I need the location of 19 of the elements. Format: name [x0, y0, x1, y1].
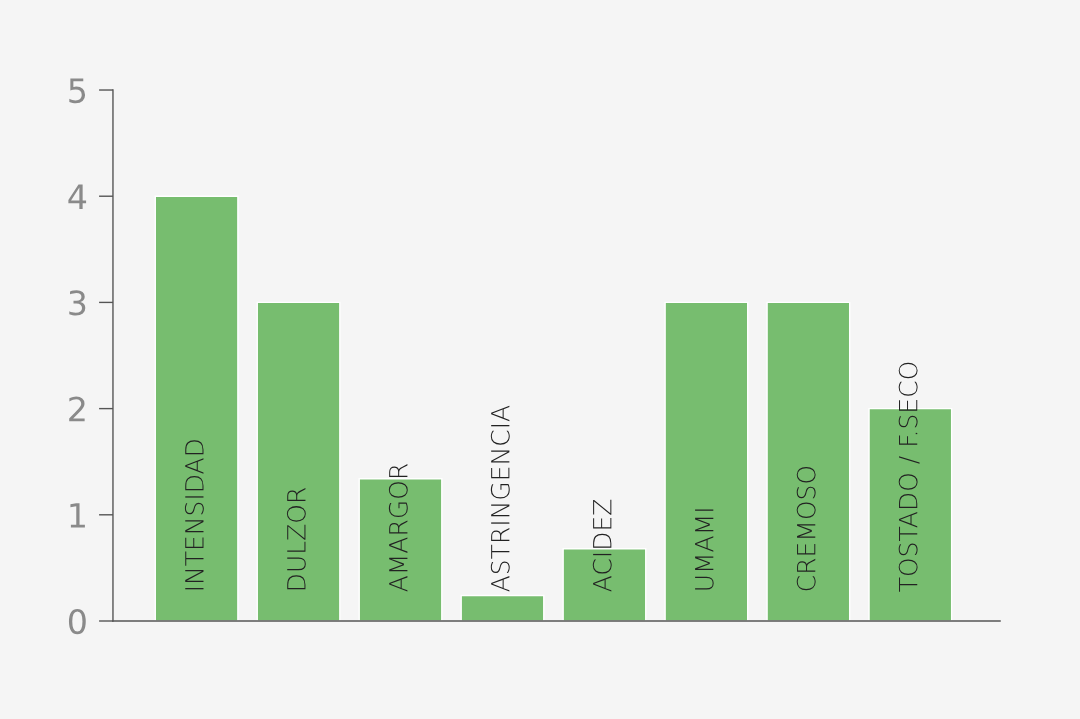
y-tick-label: 1 [70, 503, 85, 528]
y-tick-label: 5 [69, 78, 86, 104]
x-tick-label: INTENSIDAD [184, 440, 204, 590]
bar [460, 594, 545, 621]
x-tick-label: AMARGOR [388, 464, 408, 592]
y-tick-label: 4 [68, 184, 87, 209]
y-tick-label: 0 [68, 608, 86, 635]
bar [766, 301, 851, 621]
x-tick-label: ASTRINGENCIA [490, 405, 510, 592]
bar [256, 301, 341, 621]
x-tick-label: ACIDEZ [592, 499, 612, 592]
x-tick-label: UMAMI [695, 509, 714, 590]
y-tick-label: 2 [69, 396, 85, 422]
bar [154, 195, 239, 621]
x-tick-label: TOSTADO / F.SECO [898, 362, 920, 592]
x-tick-label: CREMOSO [796, 466, 816, 591]
bar [664, 301, 749, 621]
y-tick-label: 3 [69, 290, 86, 316]
x-tick-label: DULZOR [286, 488, 306, 590]
